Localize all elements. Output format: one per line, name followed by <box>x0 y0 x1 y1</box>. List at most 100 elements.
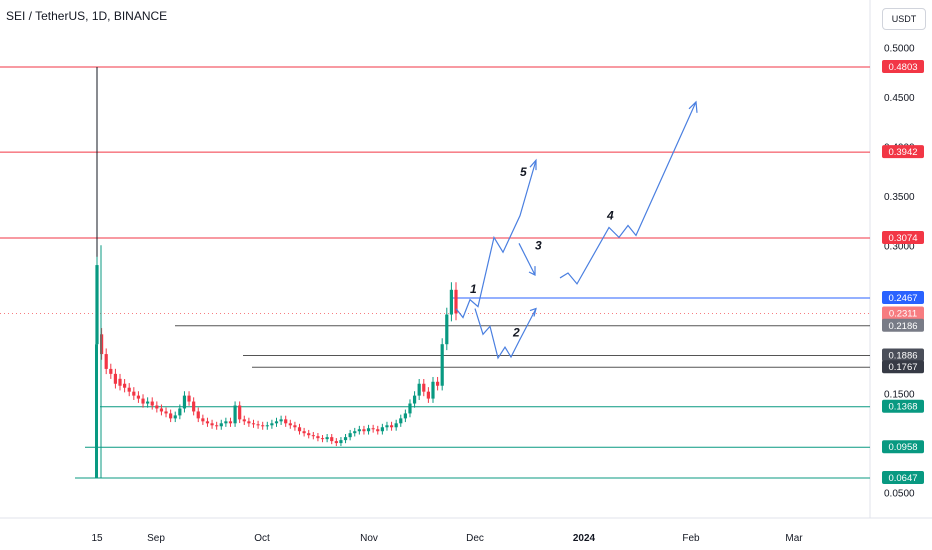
price-tag-label: 0.4803 <box>888 62 917 73</box>
candle-body <box>169 413 173 419</box>
y-tick-label: 0.0500 <box>884 489 915 500</box>
wave-path-primary <box>455 160 537 319</box>
candle-body <box>385 425 389 428</box>
candle-body <box>146 401 150 404</box>
candle-body <box>247 421 251 424</box>
candle-body <box>371 428 375 430</box>
candle-body <box>408 403 412 414</box>
price-tag-background <box>882 348 924 362</box>
candle-body <box>182 395 187 409</box>
candle-body <box>123 383 127 388</box>
candle-body <box>293 425 297 428</box>
candle-body <box>339 440 343 444</box>
candle-body <box>348 433 352 438</box>
price-tag-background <box>882 440 924 454</box>
candle-body <box>334 441 338 444</box>
candle-body <box>187 395 191 402</box>
wave-label: 1 <box>470 282 477 296</box>
candle-body <box>270 423 274 426</box>
wave-label: 5 <box>520 165 527 179</box>
candle-body <box>215 425 219 427</box>
candle-body <box>431 381 435 399</box>
wave-label: 4 <box>606 209 614 223</box>
candle-body <box>164 411 168 414</box>
y-tick-label: 0.4500 <box>884 93 915 104</box>
candle-body <box>412 395 417 404</box>
candle-body <box>251 423 256 425</box>
candle-body <box>118 378 122 386</box>
candle-body <box>104 354 108 369</box>
candle-body <box>95 344 98 478</box>
candle-body <box>155 405 159 409</box>
arrow-head <box>688 100 698 113</box>
x-axis-label: Mar <box>785 533 803 544</box>
candle-body <box>417 383 421 396</box>
candle-body <box>261 425 265 427</box>
candle-body <box>210 423 214 426</box>
x-axis-label: Feb <box>682 533 700 544</box>
x-axis-label: 15 <box>91 533 103 544</box>
price-tag-label: 0.1767 <box>888 362 917 373</box>
candle-body <box>362 429 366 432</box>
candle-body <box>302 431 306 434</box>
y-tick-label: 0.1500 <box>884 390 915 401</box>
candle-body <box>449 289 453 315</box>
candle-body <box>109 368 113 374</box>
price-tag-label: 0.0647 <box>888 473 917 484</box>
candle-body <box>196 411 200 419</box>
candle-body <box>127 387 131 392</box>
candle-body <box>192 401 196 412</box>
arrow-head <box>529 307 537 317</box>
currency-button[interactable]: USDT <box>882 8 926 30</box>
price-tag-label: 0.3942 <box>888 147 917 158</box>
candle-body <box>288 423 292 426</box>
chart-title: SEI / TetherUS, 1D, BINANCE <box>6 9 168 23</box>
price-tag-background <box>882 360 924 374</box>
candle-body <box>279 419 283 422</box>
candle-body <box>113 373 118 384</box>
candle-body <box>376 429 380 432</box>
wave-label: 2 <box>512 325 520 339</box>
price-tag-label: 0.2311 <box>889 308 917 319</box>
arrow-head <box>529 158 537 171</box>
candle-body <box>228 421 233 424</box>
price-tag-background <box>882 399 924 413</box>
x-axis-label: Dec <box>466 533 484 544</box>
candle-body <box>394 423 398 428</box>
wave-label: 3 <box>535 238 542 252</box>
price-tag-label: 0.3074 <box>888 233 917 244</box>
candle-body <box>284 419 288 424</box>
candle-body <box>242 419 246 422</box>
price-tag-label: 0.2186 <box>888 321 917 332</box>
candle-body <box>320 438 325 440</box>
candle-body <box>366 428 371 432</box>
candle-body <box>265 425 269 427</box>
candle-body <box>178 408 182 416</box>
price-tag-background <box>882 318 924 332</box>
candle-body <box>150 401 154 406</box>
candle-body <box>311 435 315 437</box>
arrow-head <box>528 266 536 276</box>
candle-body <box>233 405 237 424</box>
candle-body <box>238 405 242 420</box>
candle-body <box>403 413 407 419</box>
candle-body <box>454 289 458 314</box>
candle-body <box>357 429 361 432</box>
candle-body <box>132 391 136 396</box>
wave-path-correction <box>518 243 536 276</box>
x-axis-label: Sep <box>147 533 165 544</box>
candle-body <box>141 398 145 404</box>
candle-body <box>325 437 329 440</box>
price-tag-background <box>882 471 924 484</box>
candle-body <box>307 433 311 436</box>
wave-path-alternate <box>474 308 537 360</box>
x-axis-label: 2024 <box>573 533 596 544</box>
price-tag-background <box>882 230 924 244</box>
candle-body <box>330 437 334 442</box>
candle-body <box>316 436 320 439</box>
x-axis-label: Nov <box>360 533 378 544</box>
wave-path-projection <box>559 101 697 285</box>
x-axis-label: Oct <box>254 533 270 544</box>
candle-body <box>422 383 426 392</box>
